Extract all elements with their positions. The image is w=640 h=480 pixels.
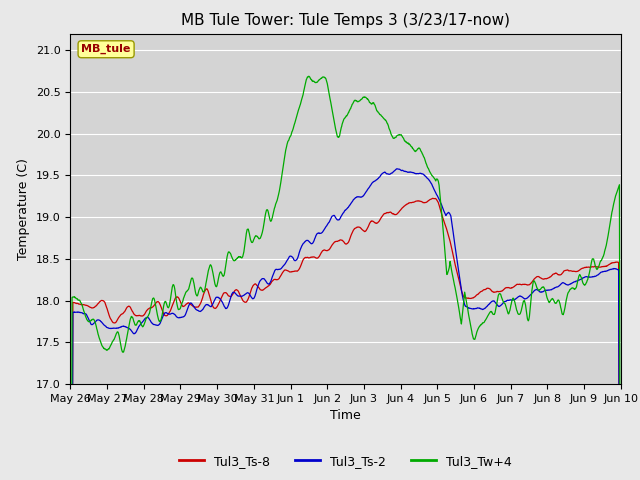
Legend: Tul3_Ts-8, Tul3_Ts-2, Tul3_Tw+4: Tul3_Ts-8, Tul3_Ts-2, Tul3_Tw+4 (174, 450, 517, 473)
X-axis label: Time: Time (330, 409, 361, 422)
Y-axis label: Temperature (C): Temperature (C) (17, 158, 30, 260)
Title: MB Tule Tower: Tule Temps 3 (3/23/17-now): MB Tule Tower: Tule Temps 3 (3/23/17-now… (181, 13, 510, 28)
Text: MB_tule: MB_tule (81, 44, 131, 54)
